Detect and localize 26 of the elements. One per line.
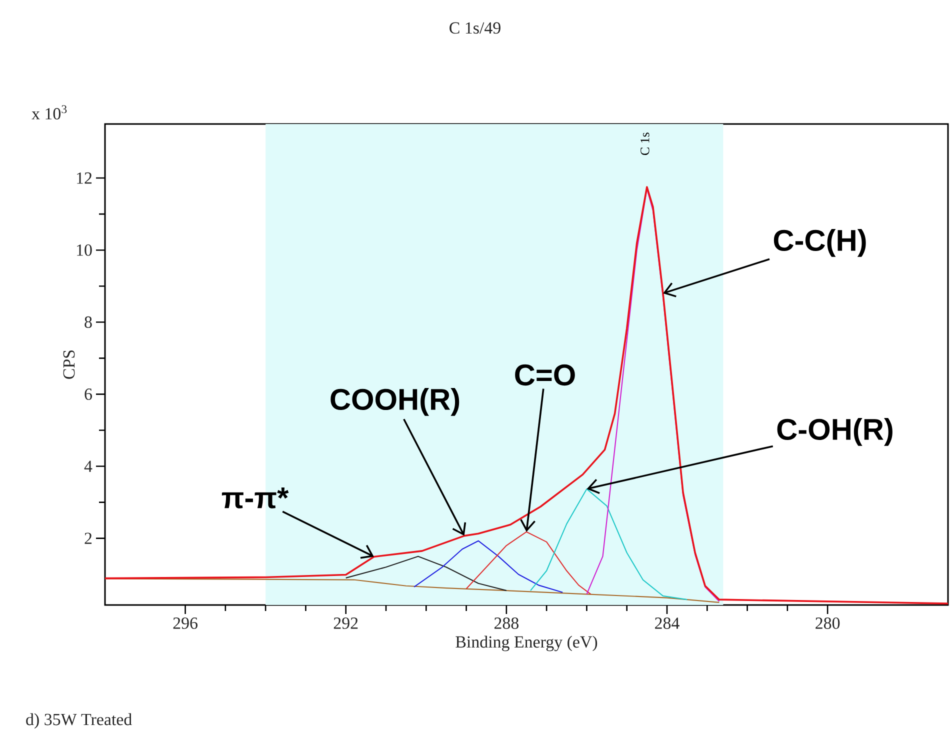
y-tick-label: 4: [84, 460, 92, 472]
annotation: C-OH(R): [777, 418, 892, 446]
annotation: COOH(R): [330, 388, 460, 416]
line-series: [414, 540, 564, 593]
chart-title: C 1s/49: [450, 22, 500, 34]
y-axis-title: CPS: [63, 350, 75, 379]
x-tick-label: 292: [334, 618, 358, 629]
y-tick-label: 8: [84, 316, 92, 328]
line-series: [105, 186, 948, 604]
y-tick-label: 2: [84, 532, 92, 544]
x-tick-label: 284: [655, 618, 680, 629]
x-tick-label: 296: [173, 618, 198, 629]
line-series: [530, 488, 688, 600]
x-tick-label: 280: [816, 618, 840, 629]
line-series: [345, 556, 507, 592]
y-tick-label: 6: [84, 388, 92, 400]
x-axis-title: Binding Energy (eV): [456, 636, 598, 652]
annotation: π-π*: [222, 488, 289, 508]
y-tick-label: 10: [77, 244, 92, 256]
text: x 10$^{3}$: [32, 105, 67, 120]
annotation: C-C(H): [774, 229, 866, 257]
text: d) 35W Treated: [26, 713, 132, 729]
x-tick-label: 288: [494, 618, 518, 629]
annotation: C 1s: [640, 132, 650, 156]
annotation: C=O: [515, 364, 575, 386]
y-tick-label: 12: [77, 172, 92, 184]
